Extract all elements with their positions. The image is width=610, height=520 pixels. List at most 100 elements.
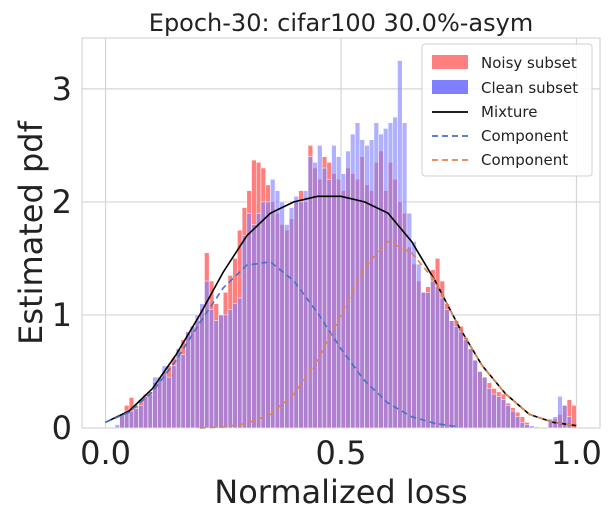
clean-bar xyxy=(331,145,337,429)
clean-bar xyxy=(171,365,177,429)
x-tick-label: 0.0 xyxy=(80,434,131,472)
clean-bar xyxy=(378,133,384,429)
clean-bar xyxy=(260,201,266,429)
clean-bar xyxy=(439,297,445,429)
clean-bar xyxy=(430,280,436,429)
clean-bar xyxy=(241,235,248,429)
clean-bar xyxy=(237,297,243,429)
clean-bar xyxy=(303,190,309,429)
legend-label-clean: Clean subset xyxy=(481,79,578,97)
clean-bar xyxy=(270,179,276,429)
clean-bar xyxy=(500,399,507,429)
clean-bar xyxy=(232,303,238,429)
clean-bar xyxy=(524,424,530,429)
clean-bar xyxy=(255,212,262,429)
clean-bar xyxy=(265,201,271,429)
clean-bar xyxy=(194,314,200,429)
y-tick-label: 1 xyxy=(52,296,72,334)
clean-bar xyxy=(477,371,483,429)
clean-bar xyxy=(227,309,233,429)
clean-bar xyxy=(533,426,540,429)
clean-bar xyxy=(213,320,219,429)
clean-bar xyxy=(354,122,361,429)
clean-bar xyxy=(190,326,196,429)
clean-bar xyxy=(321,167,328,429)
clean-bar xyxy=(340,173,346,429)
x-tick-label: 0.5 xyxy=(316,434,367,472)
legend-label-noisy: Noisy subset xyxy=(481,54,577,72)
clean-bar xyxy=(223,314,229,429)
clean-bar xyxy=(472,359,478,429)
clean-bar xyxy=(444,309,450,429)
clean-bar xyxy=(279,201,285,429)
clean-bar xyxy=(453,326,459,429)
clean-bar xyxy=(274,190,281,429)
clean-bar xyxy=(364,145,370,429)
x-tick-label: 1.0 xyxy=(551,434,602,472)
clean-bar xyxy=(514,416,521,429)
clean-bar xyxy=(486,388,492,429)
y-tick-label: 0 xyxy=(52,409,72,447)
density-lines xyxy=(105,195,577,429)
clean-bar xyxy=(312,162,318,429)
clean-bar xyxy=(505,405,511,429)
clean-bar xyxy=(284,224,290,429)
legend: Noisy subset Clean subset Mixture Compon… xyxy=(421,43,593,177)
clean-bar xyxy=(411,241,417,429)
clean-bar xyxy=(175,348,182,429)
legend-label-component-blue: Component xyxy=(481,127,568,145)
y-tick-label: 3 xyxy=(52,70,72,108)
y-tick-label: 2 xyxy=(52,183,72,221)
clean-bar xyxy=(326,179,332,429)
component-line-blue xyxy=(105,261,459,428)
clean-bar xyxy=(246,212,252,429)
clean-bar xyxy=(387,122,394,429)
clean-bar xyxy=(345,150,351,429)
clean-bar xyxy=(128,410,135,429)
clean-bar xyxy=(496,396,502,429)
legend-swatch-clean xyxy=(432,80,468,94)
clean-bar xyxy=(166,376,172,429)
clean-bar xyxy=(208,309,215,429)
legend-label-mixture: Mixture xyxy=(481,103,537,121)
clean-bar xyxy=(359,139,365,429)
clean-bar xyxy=(420,292,427,429)
tick-labels: 0.0 0.5 1.0 0 1 2 3 xyxy=(52,70,602,472)
clean-bar xyxy=(336,156,342,429)
x-axis-label: Normalized loss xyxy=(214,473,467,511)
chart-title: Epoch-30: cifar100 30.0%-asym xyxy=(149,9,533,37)
clean-bar xyxy=(251,224,257,429)
clean-bar xyxy=(147,393,153,429)
clean-bar xyxy=(392,116,398,429)
clean-bar xyxy=(482,376,488,429)
clean-bar xyxy=(383,128,389,429)
clean-bar xyxy=(458,331,464,429)
clean-bar xyxy=(133,408,139,429)
clean-bar xyxy=(406,212,412,429)
clean-bar xyxy=(180,354,186,429)
clean-bar xyxy=(185,331,191,429)
clean-bar xyxy=(416,263,422,429)
clean-bar xyxy=(373,122,379,429)
clean-bar xyxy=(425,292,431,429)
clean-bar xyxy=(529,425,535,429)
clean-bar xyxy=(519,422,525,429)
clean-bar xyxy=(138,405,144,429)
histogram-bars xyxy=(114,60,577,429)
clean-bar xyxy=(467,348,474,429)
clean-bar xyxy=(397,60,403,429)
component-line-orange xyxy=(199,240,577,429)
legend-box xyxy=(421,43,593,177)
clean-bar xyxy=(434,286,441,429)
clean-bar xyxy=(298,201,304,429)
clean-bar xyxy=(369,139,375,429)
legend-label-component-orange: Component xyxy=(481,151,568,169)
clean-bar xyxy=(218,314,224,429)
clean-bar xyxy=(463,339,469,429)
clean-bar xyxy=(142,396,149,429)
clean-bar xyxy=(114,424,120,429)
y-axis-label: Estimated pdf xyxy=(12,120,50,344)
clean-bar xyxy=(317,145,323,429)
legend-swatch-noisy xyxy=(432,55,468,69)
